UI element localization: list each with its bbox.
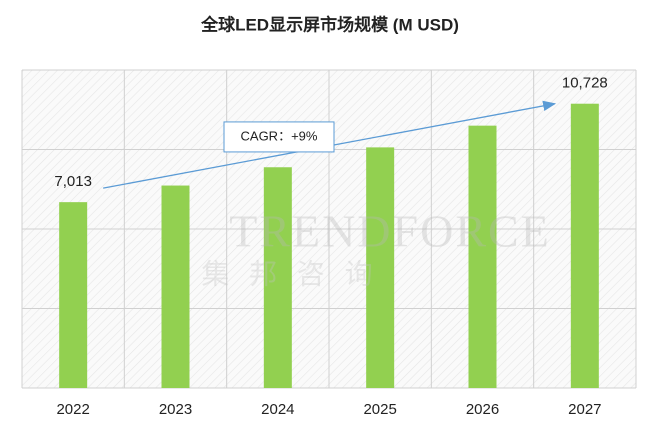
data-label: 10,728 bbox=[562, 75, 608, 92]
bar bbox=[161, 185, 190, 388]
chart-title: 全球LED显示屏市场规模 (M USD) bbox=[200, 14, 459, 34]
x-tick-label: 2023 bbox=[159, 401, 192, 418]
annotation-box bbox=[223, 121, 335, 153]
bar bbox=[366, 147, 395, 388]
x-tick-label: 2025 bbox=[363, 401, 396, 418]
x-tick-label: 2026 bbox=[466, 401, 499, 418]
x-tick-label: 2024 bbox=[261, 401, 294, 418]
bar bbox=[570, 103, 599, 388]
bar bbox=[468, 125, 497, 389]
x-tick-label: 2027 bbox=[568, 401, 601, 418]
bar bbox=[263, 167, 292, 388]
bar bbox=[59, 202, 88, 388]
x-tick-label: 2022 bbox=[56, 401, 89, 418]
data-label: 7,013 bbox=[54, 173, 92, 190]
watermark: 集 邦 咨 询 bbox=[201, 258, 378, 289]
watermark: TRENDFORCE bbox=[229, 206, 551, 257]
annotation: CAGR：+9% bbox=[241, 128, 318, 143]
